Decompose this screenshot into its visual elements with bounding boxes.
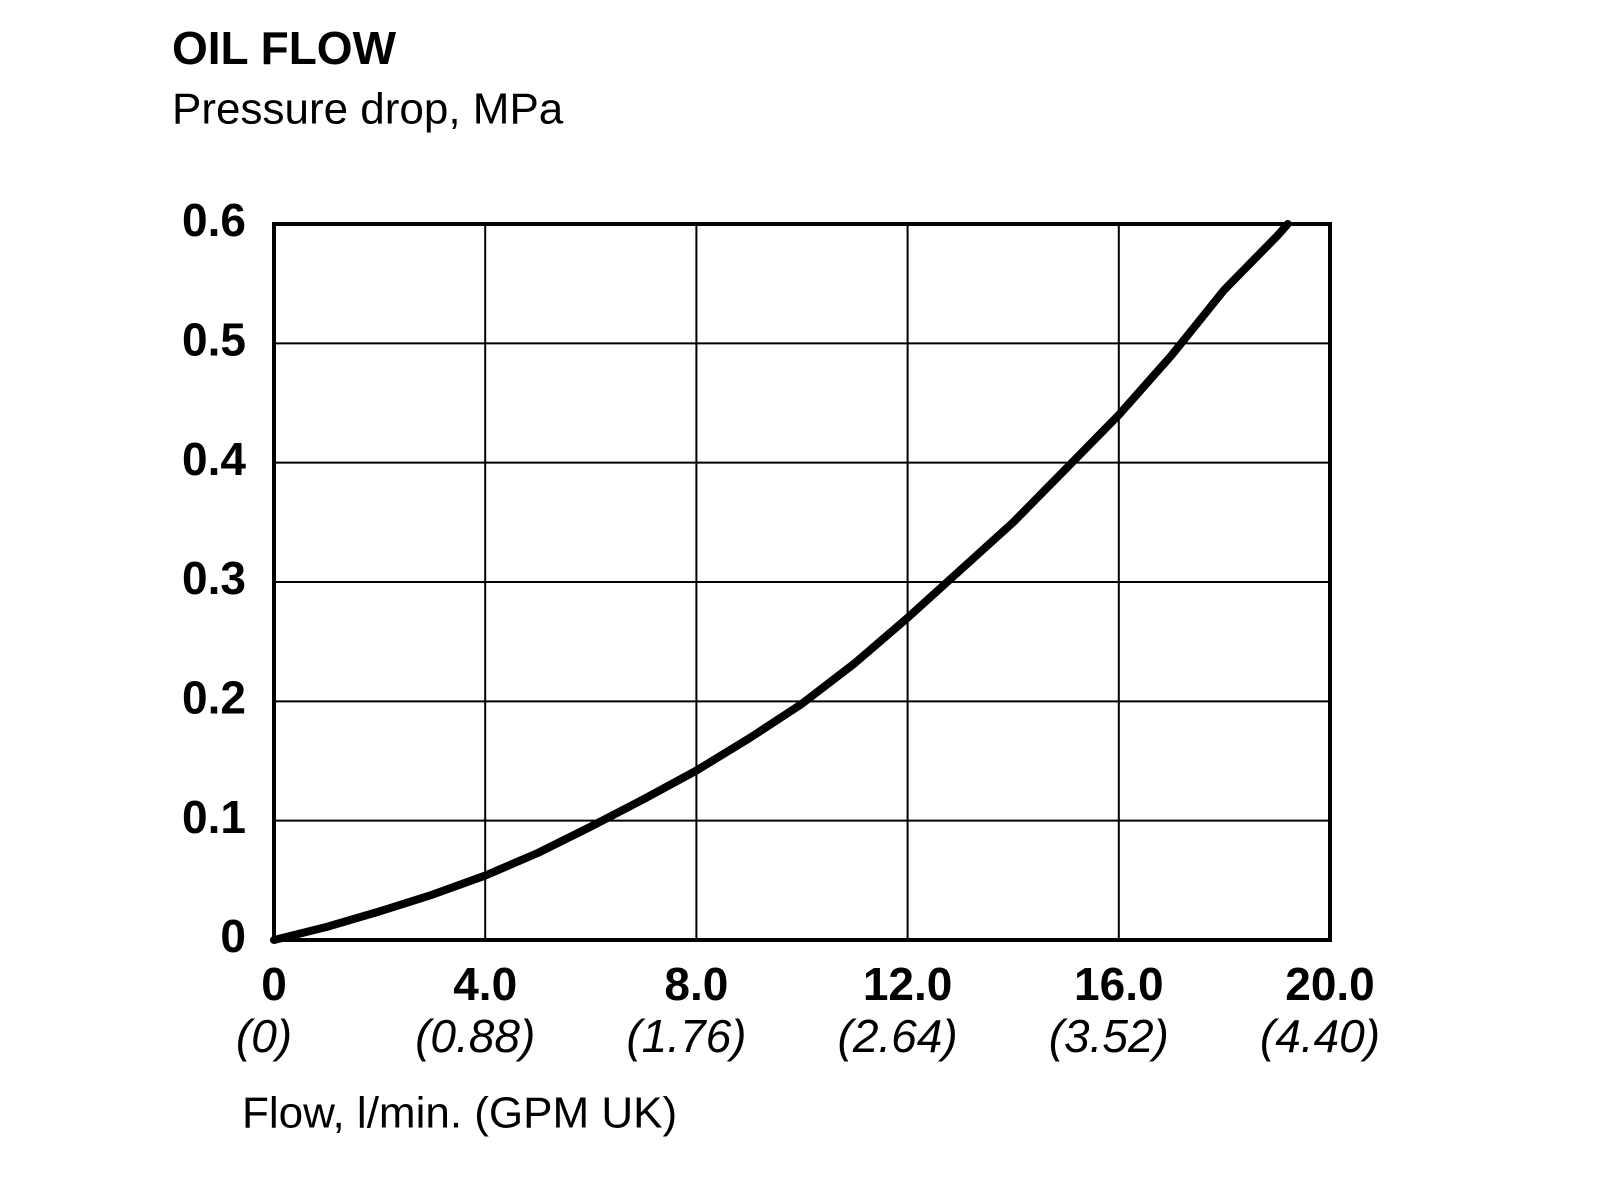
x-tick-label: 0	[261, 958, 287, 1010]
y-tick-label: 0.3	[182, 552, 246, 604]
x-tick-sublabel: (1.76)	[626, 1010, 746, 1062]
chart-title: OIL FLOW	[172, 22, 397, 74]
x-tick-sublabel: (4.40)	[1260, 1010, 1380, 1062]
y-tick-label: 0.4	[182, 433, 246, 485]
y-tick-label: 0.1	[182, 791, 246, 843]
y-tick-label: 0.6	[182, 194, 246, 246]
x-tick-sublabel: (3.52)	[1049, 1010, 1169, 1062]
y-tick-label: 0.5	[182, 313, 246, 365]
x-tick-sublabel: (2.64)	[838, 1010, 958, 1062]
x-tick-label: 16.0	[1074, 958, 1164, 1010]
x-tick-label: 8.0	[664, 958, 728, 1010]
x-tick-label: 20.0	[1285, 958, 1375, 1010]
x-axis-label: Flow, l/min. (GPM UK)	[242, 1089, 677, 1138]
x-tick-label: 4.0	[453, 958, 517, 1010]
data-line	[270, 220, 1292, 944]
y-tick-label: 0.2	[182, 671, 246, 723]
chart-subtitle: Pressure drop, MPa	[172, 85, 564, 134]
x-tick-label: 12.0	[863, 958, 953, 1010]
y-tick-label: 0	[220, 910, 246, 962]
plot-frame	[272, 222, 1332, 942]
x-tick-sublabel: (0.88)	[415, 1010, 535, 1062]
x-tick-sublabel: (0)	[236, 1010, 292, 1062]
